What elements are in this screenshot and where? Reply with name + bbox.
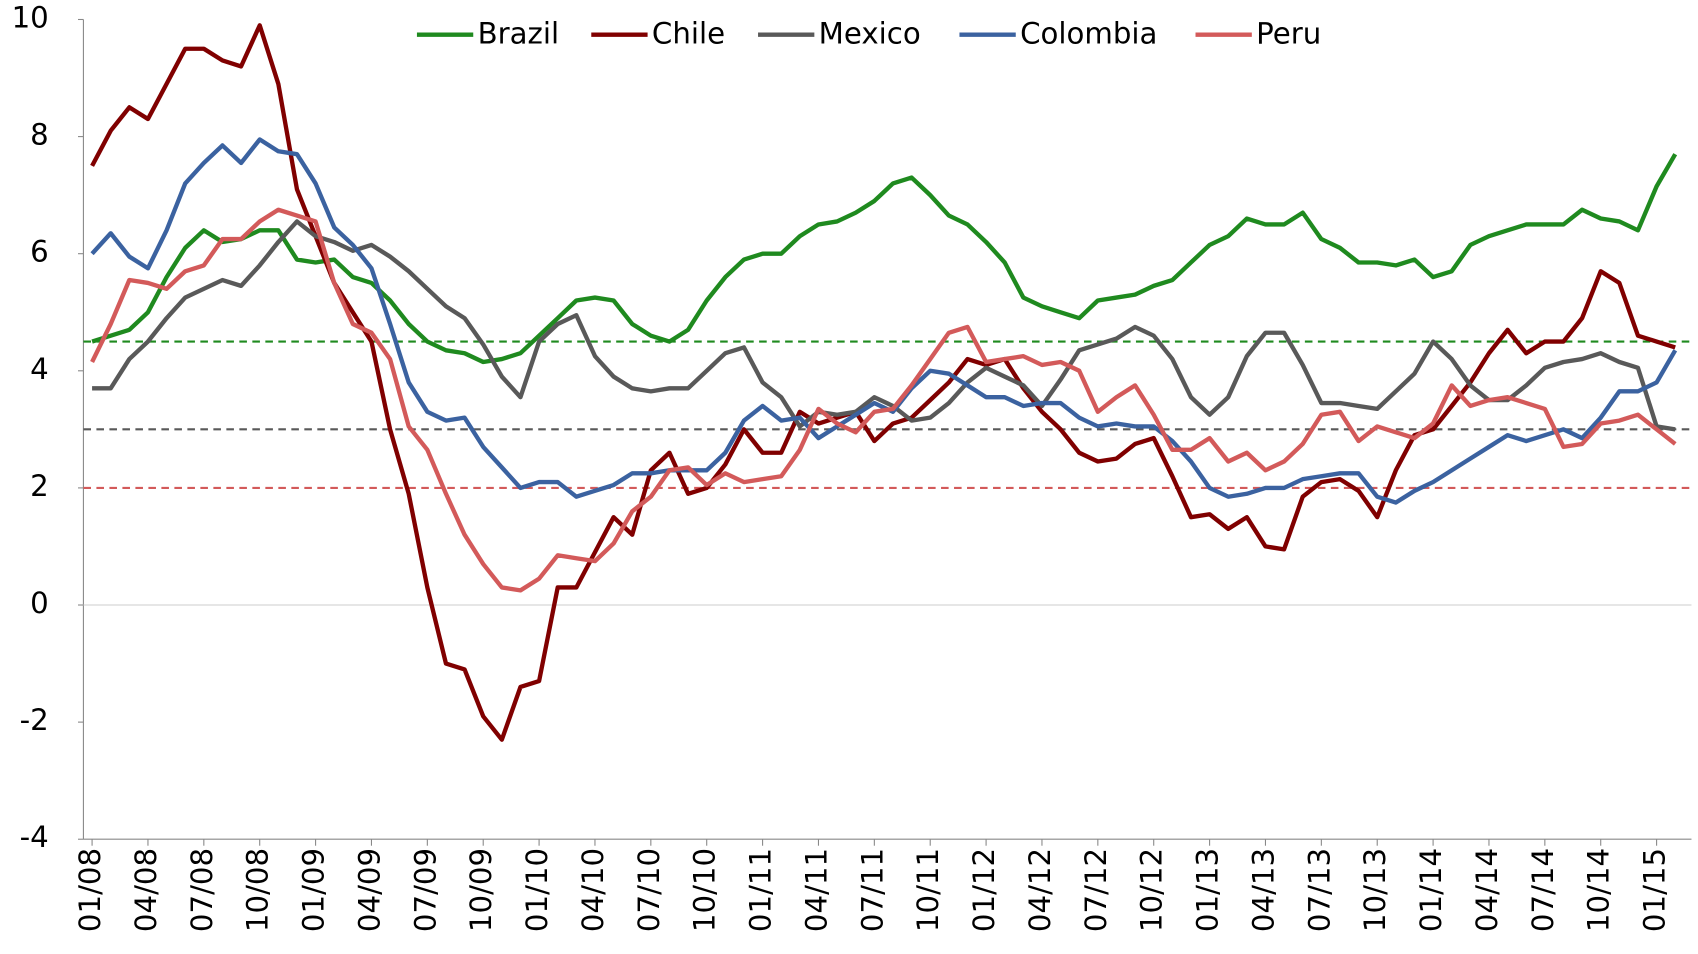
x-tick-label: 01/12 [967,848,1001,932]
y-tick-label: -2 [20,703,49,737]
x-tick-label: 01/10 [520,848,554,932]
x-tick-label: 04/08 [129,848,163,932]
x-tick-label: 07/14 [1526,848,1560,932]
x-tick-label: 10/10 [688,848,722,932]
x-tick-label: 10/12 [1135,848,1169,932]
x-tick-label: 07/08 [185,848,219,932]
x-tick-label: 04/13 [1246,848,1280,932]
x-tick-label: 07/12 [1079,848,1113,932]
x-tick-label: 07/09 [408,848,442,932]
x-tick-label: 04/09 [352,848,386,932]
x-tick-label: 10/11 [911,848,945,932]
y-tick-label: 6 [30,235,49,269]
y-tick-label: -4 [20,820,49,854]
x-tick-label: 01/15 [1638,848,1672,932]
legend-label: Colombia [1020,17,1157,51]
x-tick-label: 01/08 [73,848,107,932]
x-tick-label: 07/11 [855,848,889,932]
legend-label: Peru [1256,17,1321,51]
legend-label: Brazil [478,17,560,51]
y-tick-label: 2 [30,469,49,503]
x-tick-label: 01/09 [297,848,331,932]
x-tick-label: 04/12 [1023,848,1057,932]
y-tick-label: 10 [12,0,49,34]
x-tick-label: 10/08 [241,848,275,932]
x-tick-label: 04/10 [576,848,610,932]
series-line [92,219,1676,432]
y-tick-label: 4 [30,352,49,386]
y-tick-label: 0 [30,586,49,620]
legend-label: Mexico [819,17,921,51]
y-tick-label: 8 [30,118,49,152]
x-tick-label: 10/14 [1582,848,1616,932]
x-tick-label: 01/11 [744,848,778,932]
series-line [90,23,1676,742]
x-tick-label: 01/13 [1191,848,1225,932]
legend-label: Chile [652,17,725,51]
x-tick-label: 04/11 [799,848,833,932]
x-tick-label: 07/13 [1302,848,1336,932]
x-tick-label: 10/13 [1358,848,1392,932]
x-tick-label: 10/09 [464,848,498,932]
series-line [91,153,1678,365]
x-tick-label: 07/10 [632,848,666,932]
x-tick-label: 01/14 [1414,848,1448,932]
x-tick-label: 04/14 [1470,848,1504,932]
series-line [90,207,1677,593]
series-line [90,137,1678,505]
